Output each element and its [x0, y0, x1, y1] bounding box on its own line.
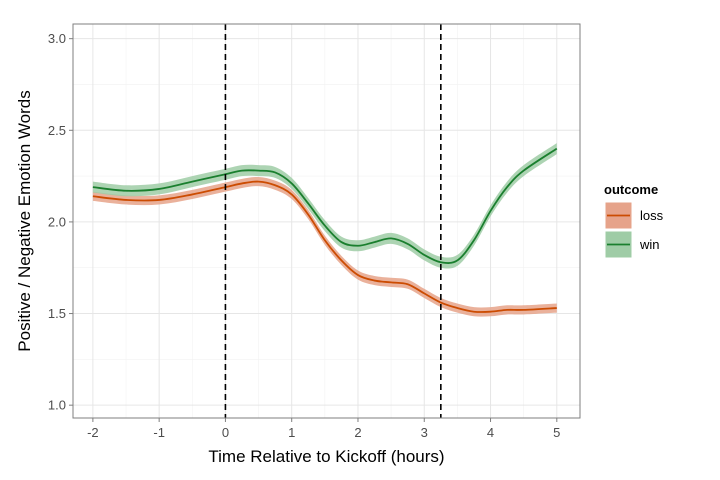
x-tick-label: 3: [421, 425, 428, 440]
x-tick-label: 1: [288, 425, 295, 440]
x-tick-label: 0: [222, 425, 229, 440]
confidence-band-layer: [92, 143, 557, 317]
x-tick-label: 2: [354, 425, 361, 440]
x-tick-label: -2: [87, 425, 99, 440]
series-line-win: [92, 147, 558, 264]
plot-border: [72, 23, 581, 419]
plot-panel: [73, 24, 580, 418]
axis-layer: -2 -1 0 1 2 3 4 5 1.0 1.5 2.0 2.5 3.0: [48, 31, 560, 440]
legend-label-win: win: [639, 237, 660, 252]
legend-label-loss: loss: [640, 208, 664, 223]
series-line-layer: [92, 147, 558, 313]
confidence-band-win: [92, 143, 557, 269]
x-tick-label: 5: [553, 425, 560, 440]
vline-layer: [224, 24, 442, 418]
grid-layer: [73, 24, 580, 418]
y-axis-title: Positive / Negative Emotion Words: [15, 90, 34, 351]
y-tick-label: 2.0: [48, 214, 66, 229]
legend: outcome loss win: [604, 182, 664, 259]
x-tick-label: -1: [153, 425, 165, 440]
y-tick-label: 3.0: [48, 31, 66, 46]
x-axis-title: Time Relative to Kickoff (hours): [208, 447, 444, 466]
series-line-loss: [92, 180, 557, 313]
x-tick-label: 4: [487, 425, 494, 440]
legend-items: loss win: [604, 201, 664, 259]
y-tick-label: 1.0: [48, 398, 66, 413]
y-tick-label: 1.5: [48, 306, 66, 321]
legend-title: outcome: [604, 182, 658, 197]
y-tick-label: 2.5: [48, 123, 66, 138]
